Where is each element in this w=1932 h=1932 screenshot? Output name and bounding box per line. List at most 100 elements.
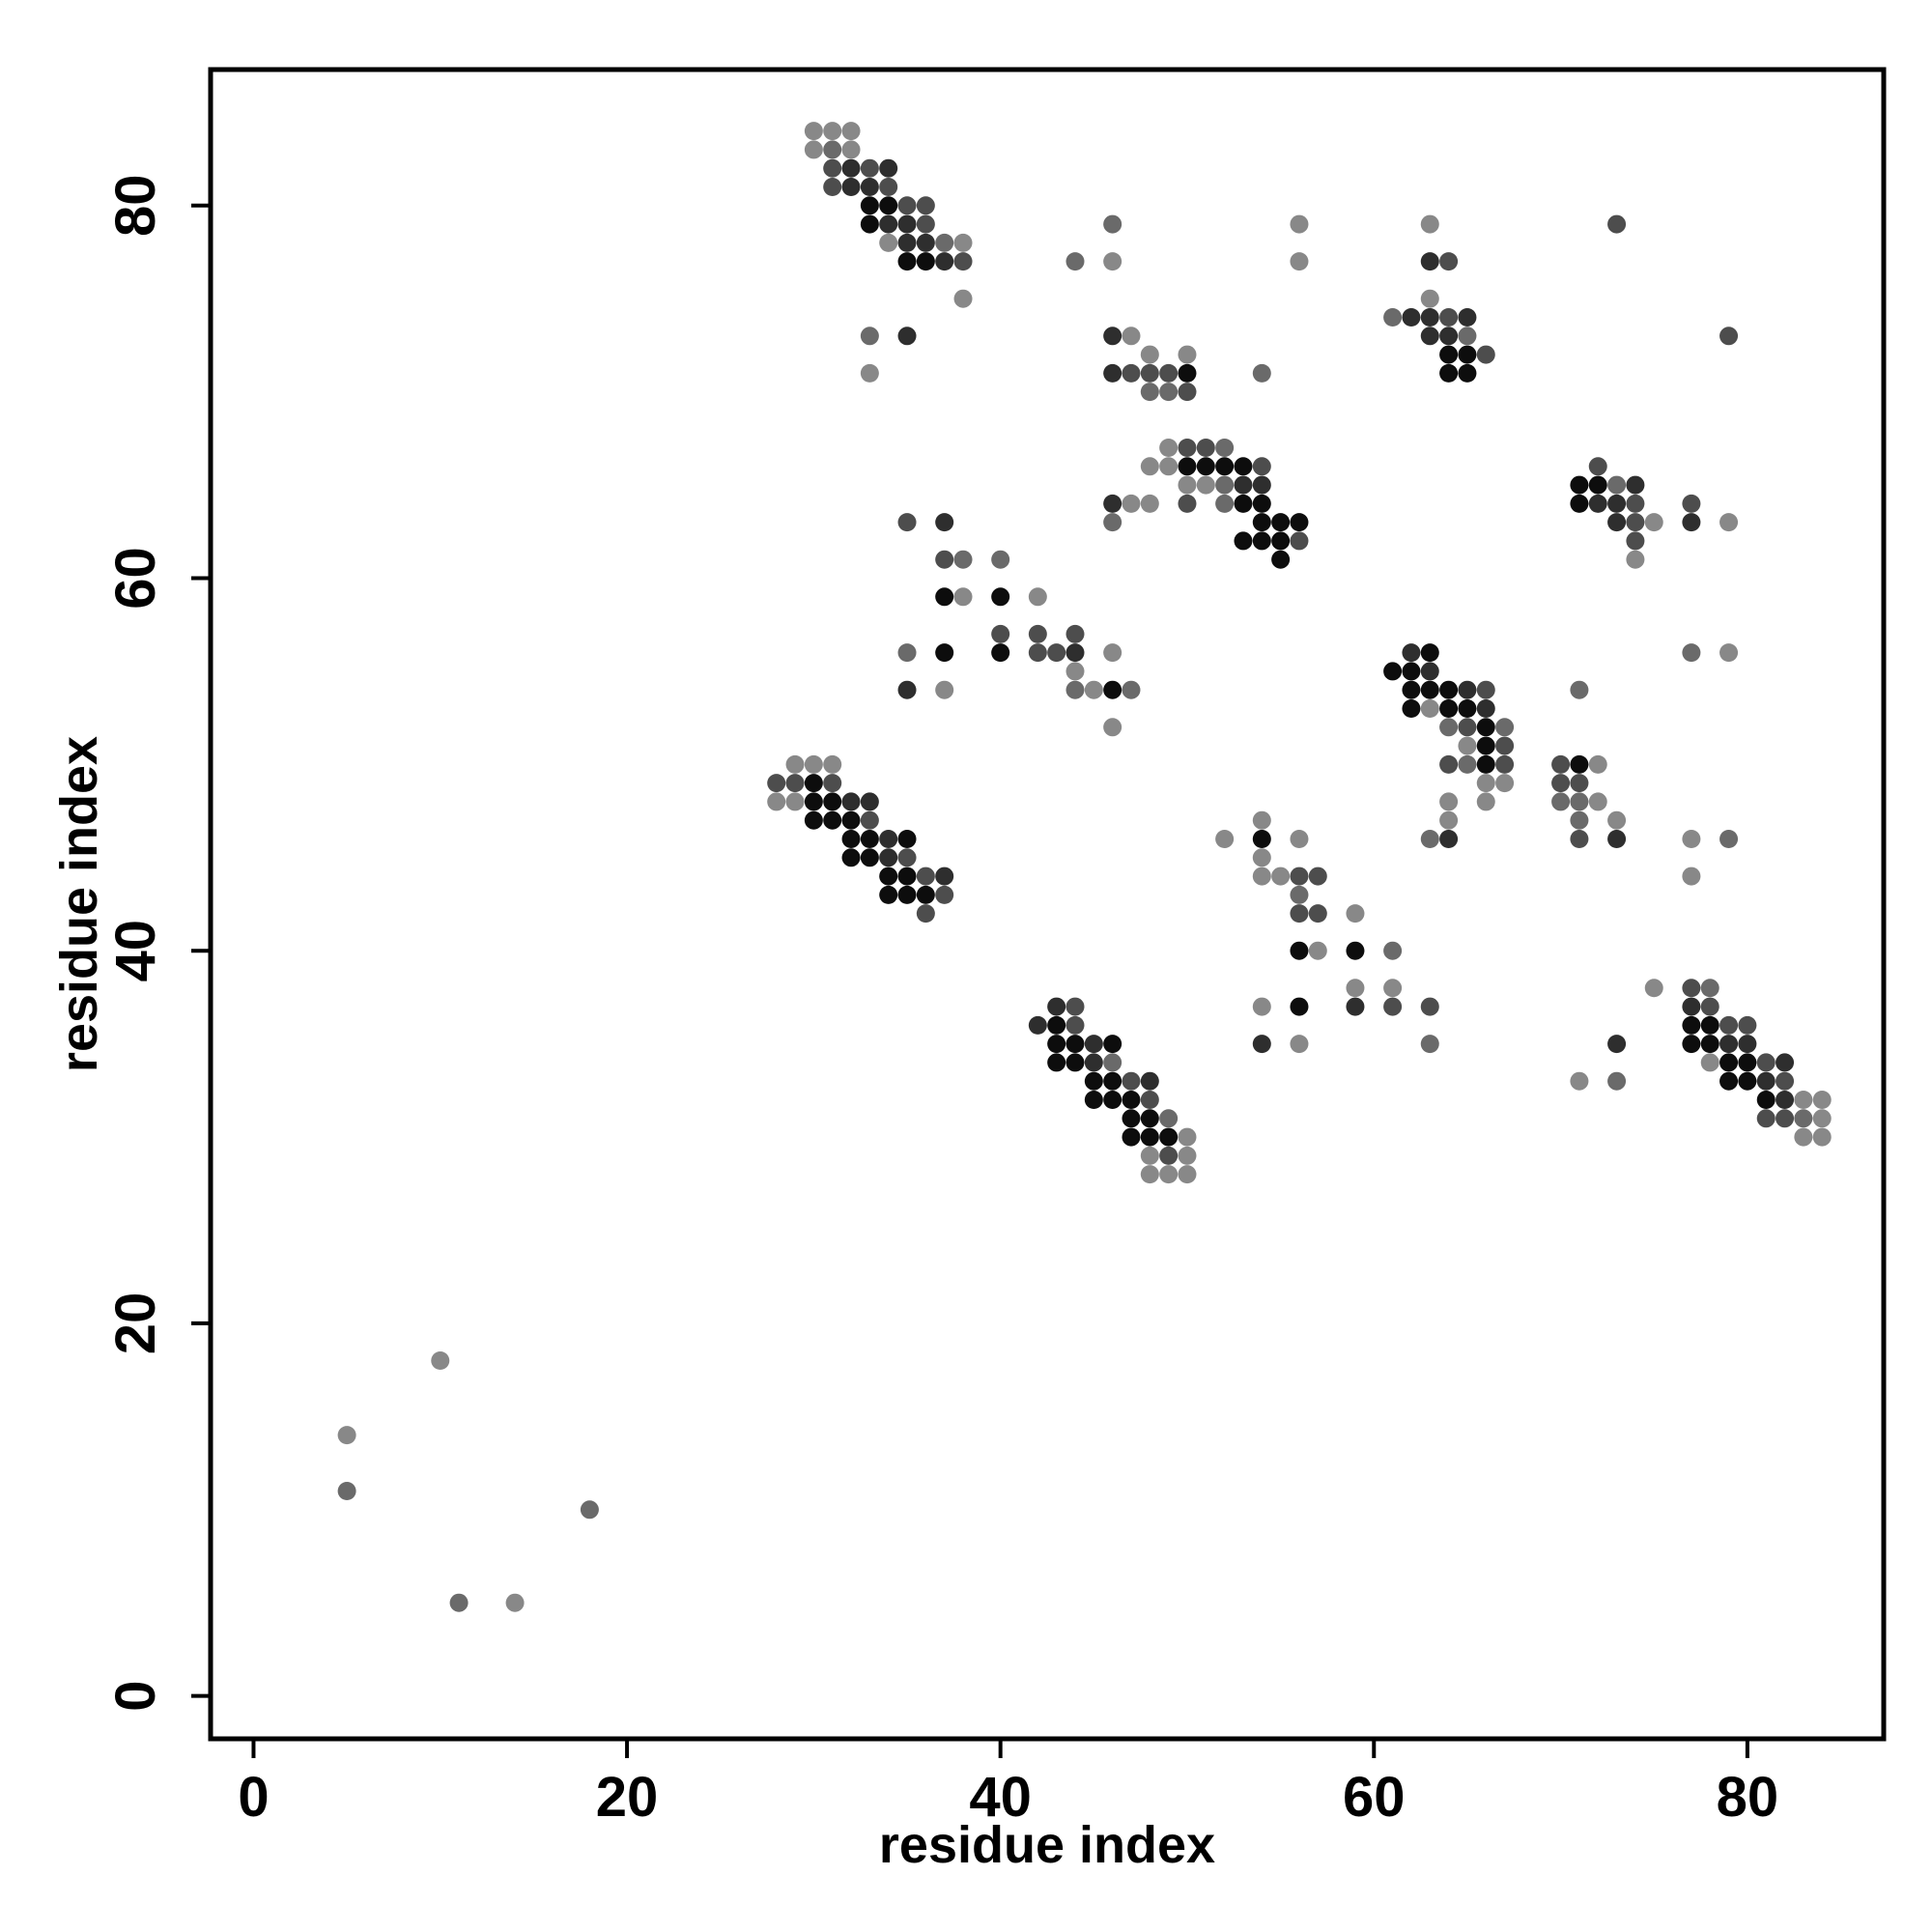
contact-point [897,885,917,904]
contact-point [1458,680,1477,699]
contact-point [1290,513,1309,532]
contact-point [1103,1091,1122,1109]
contact-point [1420,308,1439,327]
contact-point [1159,439,1179,457]
contact-point [1420,214,1439,234]
contact-point [823,140,842,159]
contact-point [935,550,954,569]
contact-point [935,513,954,532]
contact-point [1103,327,1122,346]
contact-point [1551,774,1571,793]
contact-point [1458,308,1477,327]
contact-point [953,587,973,607]
contact-point [1700,979,1719,998]
contact-point [841,158,861,178]
contact-point [1439,718,1459,737]
contact-point [1682,830,1701,848]
contact-point [1756,1071,1776,1091]
contact-point [1122,363,1141,383]
contact-point [1047,1015,1066,1035]
contact-point [1719,327,1739,346]
contact-point [991,624,1010,643]
contact-point [1178,345,1197,364]
contact-point [1588,494,1607,513]
contact-point [860,196,879,215]
contact-point [897,867,917,886]
contact-point [860,158,879,178]
contact-point [879,158,898,178]
contact-point [1196,475,1215,495]
x-tick-label: 60 [1343,1766,1406,1829]
contact-point [1178,363,1197,383]
contact-point [879,885,898,904]
contact-point [1794,1127,1813,1147]
contact-point [1065,624,1085,643]
contact-point [1700,1015,1719,1035]
contact-point [1626,513,1645,532]
contact-point [860,178,879,196]
contact-point [1439,345,1459,364]
contact-point [1439,754,1459,774]
contact-point [1776,1091,1795,1109]
contact-point [916,252,935,271]
contact-point [1103,1035,1122,1054]
contact-point [1140,494,1159,513]
contact-point [1140,363,1159,383]
contact-point [1140,1071,1159,1091]
contact-point [1607,1035,1627,1054]
contact-point [897,848,917,867]
contact-point [1103,252,1122,271]
contact-point [879,233,898,252]
contact-point [1458,363,1477,383]
contact-point [1458,736,1477,755]
contact-point [1122,494,1141,513]
contact-point [1570,1071,1589,1091]
contact-point [1383,308,1403,327]
contact-point [935,252,954,271]
contact-point [860,810,879,830]
contact-point [1252,848,1271,867]
contact-point [1607,494,1627,513]
contact-point [1028,587,1047,607]
contact-point [1439,680,1459,699]
contact-point [785,774,805,793]
contact-point [841,810,861,830]
contact-point [1383,941,1403,960]
contact-point [897,643,917,663]
contact-point [1215,475,1235,495]
data-points [337,122,1832,1612]
contact-point [823,810,842,830]
contact-point [1738,1053,1757,1072]
contact-point [1476,345,1495,364]
contact-point [1495,718,1515,737]
contact-point [1140,1127,1159,1147]
contact-point [1234,475,1253,495]
x-axis-title: residue index [879,1816,1215,1874]
y-tick-label: 0 [104,1681,167,1712]
contact-point [1607,214,1627,234]
y-tick-label: 60 [104,547,167,610]
contact-point [1570,810,1589,830]
contact-point [1776,1071,1795,1091]
contact-point [1402,680,1421,699]
contact-point [1402,643,1421,663]
contact-point [804,754,823,774]
contact-point [991,587,1010,607]
contact-point [1252,830,1271,848]
contact-point [1140,457,1159,476]
contact-point [1084,1035,1103,1054]
contact-point [1383,662,1403,681]
contact-point [916,885,935,904]
contact-point [1346,979,1365,998]
contact-point [1346,904,1365,923]
contact-point [1159,1127,1179,1147]
contact-point [1252,810,1271,830]
contact-point [1159,1146,1179,1165]
contact-point [1178,475,1197,495]
contact-point [935,680,954,699]
contact-point [1420,289,1439,308]
contact-point [860,214,879,234]
contact-point [1626,550,1645,569]
contact-point [860,327,879,346]
contact-point [1495,736,1515,755]
